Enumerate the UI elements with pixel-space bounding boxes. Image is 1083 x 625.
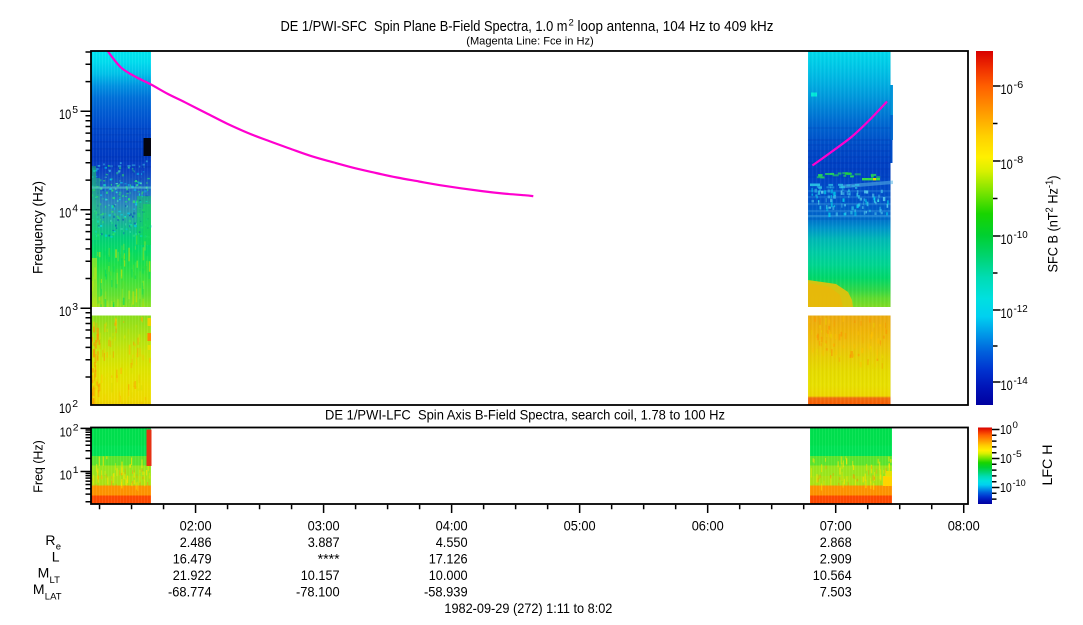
svg-text:-8: -8 — [1014, 155, 1024, 166]
svg-text:4.550: 4.550 — [436, 534, 468, 550]
svg-text:05:00: 05:00 — [564, 518, 596, 534]
svg-text:10: 10 — [59, 205, 71, 221]
svg-text:2.868: 2.868 — [820, 534, 852, 550]
svg-text:10: 10 — [1000, 422, 1012, 437]
svg-text:****: **** — [318, 551, 341, 567]
svg-text:08:00: 08:00 — [948, 518, 980, 534]
svg-text:03:00: 03:00 — [308, 518, 340, 534]
svg-text:10: 10 — [1000, 451, 1012, 466]
svg-text:21.922: 21.922 — [173, 567, 212, 583]
svg-text:07:00: 07:00 — [820, 518, 852, 534]
svg-text:10.564: 10.564 — [813, 567, 852, 583]
svg-text:M: M — [33, 581, 45, 597]
svg-text:L: L — [52, 549, 60, 565]
svg-text:Freq (Hz): Freq (Hz) — [31, 440, 46, 493]
svg-text:10: 10 — [60, 467, 72, 482]
svg-text:2: 2 — [569, 18, 574, 29]
svg-text:10: 10 — [59, 106, 71, 122]
svg-text:(Magenta Line: Fce in Hz): (Magenta Line: Fce in Hz) — [466, 36, 594, 48]
svg-text:10: 10 — [59, 303, 71, 319]
svg-text:DE 1/PWI-LFC Spin Axis B-Fiel: DE 1/PWI-LFC Spin Axis B-Field Spectra, … — [325, 407, 725, 423]
svg-text:10: 10 — [1001, 82, 1013, 97]
svg-text:10: 10 — [59, 400, 71, 416]
svg-text:-10: -10 — [1013, 478, 1026, 489]
svg-text:10: 10 — [1001, 232, 1013, 247]
svg-text:-12: -12 — [1014, 304, 1029, 315]
svg-text:-6: -6 — [1014, 80, 1024, 91]
svg-text:2: 2 — [72, 398, 78, 410]
svg-text:2.909: 2.909 — [820, 551, 852, 567]
svg-text:e: e — [56, 542, 61, 553]
svg-text:LT: LT — [50, 575, 61, 586]
svg-text:3.887: 3.887 — [308, 534, 340, 550]
svg-text:10: 10 — [1000, 480, 1012, 495]
svg-text:1982-09-29 (272) 1:11 to 8:02: 1982-09-29 (272) 1:11 to 8:02 — [444, 600, 612, 616]
svg-text:10: 10 — [1001, 157, 1013, 172]
svg-text:5: 5 — [72, 104, 78, 116]
svg-text:R: R — [45, 532, 55, 548]
svg-text:10.157: 10.157 — [301, 567, 340, 583]
svg-text:10: 10 — [60, 424, 72, 439]
svg-text:DE 1/PWI-SFC Spin Plane B-Fie: DE 1/PWI-SFC Spin Plane B-Field Spectra,… — [281, 19, 568, 35]
svg-text:10.000: 10.000 — [429, 567, 468, 583]
svg-text:-78.100: -78.100 — [296, 584, 340, 600]
svg-text:10: 10 — [1001, 306, 1013, 321]
svg-text:LFC H: LFC H — [1040, 445, 1055, 486]
svg-text:M: M — [38, 565, 50, 581]
svg-text:-68.774: -68.774 — [168, 584, 212, 600]
svg-text:04:00: 04:00 — [436, 518, 468, 534]
svg-text:-5: -5 — [1013, 449, 1022, 460]
svg-text:3: 3 — [72, 301, 78, 313]
svg-text:06:00: 06:00 — [692, 518, 724, 534]
svg-text:loop antenna, 104 Hz to 409 kH: loop antenna, 104 Hz to 409 kHz — [578, 19, 774, 35]
svg-text:02:00: 02:00 — [180, 518, 212, 534]
svg-text:-14: -14 — [1014, 376, 1029, 387]
svg-text:2.486: 2.486 — [180, 534, 212, 550]
svg-text:LAT: LAT — [45, 592, 62, 603]
svg-text:Frequency (Hz): Frequency (Hz) — [30, 181, 46, 274]
svg-text:2: 2 — [73, 422, 79, 433]
svg-text:10: 10 — [1001, 378, 1013, 393]
svg-text:7.503: 7.503 — [820, 584, 852, 600]
svg-text:-58.939: -58.939 — [424, 584, 468, 600]
svg-text:4: 4 — [72, 203, 78, 215]
svg-text:SFC B (nT2 Hz-1): SFC B (nT2 Hz-1) — [1045, 176, 1061, 273]
svg-text:17.126: 17.126 — [429, 551, 468, 567]
svg-text:-10: -10 — [1014, 230, 1029, 241]
svg-text:0: 0 — [1013, 420, 1018, 431]
svg-text:1: 1 — [73, 465, 79, 476]
svg-text:16.479: 16.479 — [173, 551, 212, 567]
